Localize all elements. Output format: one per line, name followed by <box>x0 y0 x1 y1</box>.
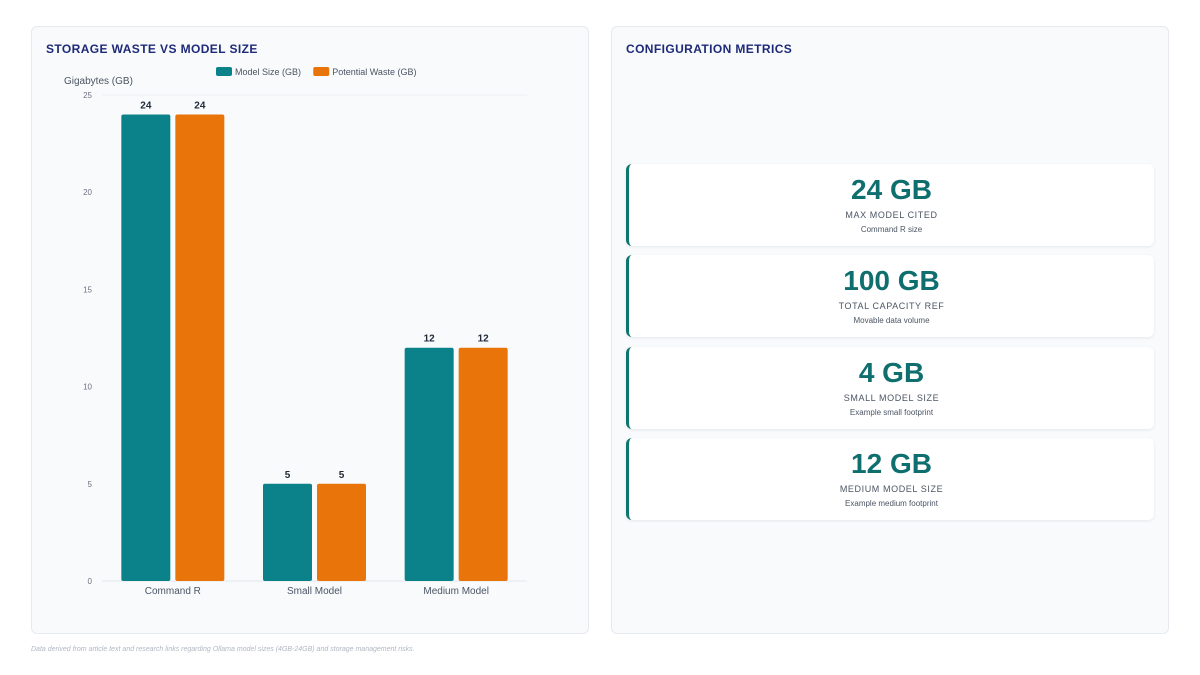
metric-card-medium-model: 12 GB MEDIUM MODEL SIZE Example medium f… <box>626 438 1154 520</box>
metric-subtitle: Movable data volume <box>853 316 930 325</box>
bar-model-size <box>121 114 171 581</box>
metric-subtitle: Command R size <box>860 225 923 234</box>
y-tick-label: 20 <box>83 188 92 197</box>
metric-label: MAX MODEL CITED <box>845 210 938 220</box>
bar-chart: Gigabytes (GB) 0 5 10 15 20 25 Model Size (GB) P… <box>64 67 527 597</box>
bar-model-size <box>263 483 312 581</box>
bar-potential-waste <box>175 114 225 581</box>
legend-swatch <box>313 67 330 76</box>
x-tick-label: Medium Model <box>423 586 489 597</box>
metric-subtitle: Example medium footprint <box>845 499 938 508</box>
metric-card-max-model: 24 GB MAX MODEL CITED Command R size <box>626 164 1154 246</box>
chart-panel: STORAGE WASTE VS MODEL SIZE Gigabytes (G… <box>31 26 589 634</box>
footnote: Data derived from article text and resea… <box>31 646 415 653</box>
metrics-panel: CONFIGURATION METRICS 24 GB MAX MODEL CI… <box>611 26 1169 634</box>
y-tick-label: 25 <box>83 91 92 100</box>
metrics-panel-title: CONFIGURATION METRICS <box>626 42 793 56</box>
bar-value-label: 12 <box>424 334 436 345</box>
bar-value-label: 5 <box>339 470 345 481</box>
bar-potential-waste <box>317 483 366 581</box>
metric-value: 4 GB <box>858 357 925 388</box>
bar-potential-waste <box>458 347 508 581</box>
legend-label: Model Size (GB) <box>235 67 301 77</box>
y-tick-label: 15 <box>83 285 92 294</box>
metric-value: 24 GB <box>851 174 932 205</box>
bar-value-label: 24 <box>194 100 206 111</box>
bar-value-label: 12 <box>478 334 490 345</box>
metric-label: MEDIUM MODEL SIZE <box>839 484 944 494</box>
y-axis-label: Gigabytes (GB) <box>64 76 133 87</box>
y-tick-label: 5 <box>88 480 93 489</box>
bar-value-label: 24 <box>140 100 152 111</box>
legend-swatch <box>216 67 232 76</box>
metric-card-total-capacity: 100 GB TOTAL CAPACITY REF Movable data v… <box>626 255 1154 337</box>
metric-label: TOTAL CAPACITY REF <box>838 301 945 311</box>
legend-label: Potential Waste (GB) <box>332 67 416 77</box>
metric-value: 100 GB <box>843 265 940 296</box>
metric-label: SMALL MODEL SIZE <box>843 393 940 403</box>
chart-panel-title: STORAGE WASTE VS MODEL SIZE <box>46 42 258 56</box>
y-tick-label: 10 <box>83 383 92 392</box>
x-tick-label: Command R <box>145 586 201 597</box>
bar-value-label: 5 <box>285 470 291 481</box>
y-tick-label: 0 <box>88 577 93 586</box>
metric-value: 12 GB <box>851 448 932 479</box>
bar-model-size <box>404 347 454 581</box>
metric-subtitle: Example small footprint <box>849 408 934 417</box>
metric-card-small-model: 4 GB SMALL MODEL SIZE Example small foot… <box>626 347 1154 429</box>
x-tick-label: Small Model <box>287 586 342 597</box>
